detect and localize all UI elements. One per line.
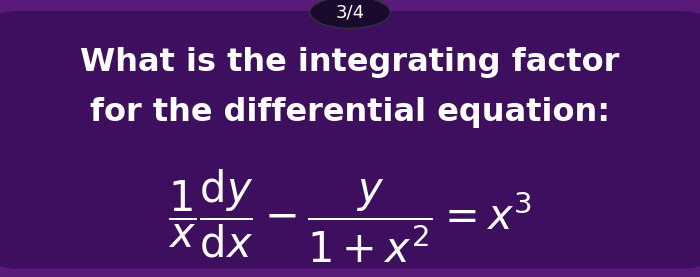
- Text: for the differential equation:: for the differential equation:: [90, 97, 610, 128]
- Text: $\dfrac{1}{x}\dfrac{\mathrm{d}y}{\mathrm{d}x} - \dfrac{y}{1+x^2} = x^3$: $\dfrac{1}{x}\dfrac{\mathrm{d}y}{\mathrm…: [168, 167, 532, 265]
- Text: What is the integrating factor: What is the integrating factor: [80, 47, 620, 78]
- Ellipse shape: [309, 0, 391, 29]
- FancyBboxPatch shape: [0, 11, 700, 269]
- Text: 3/4: 3/4: [335, 4, 365, 21]
